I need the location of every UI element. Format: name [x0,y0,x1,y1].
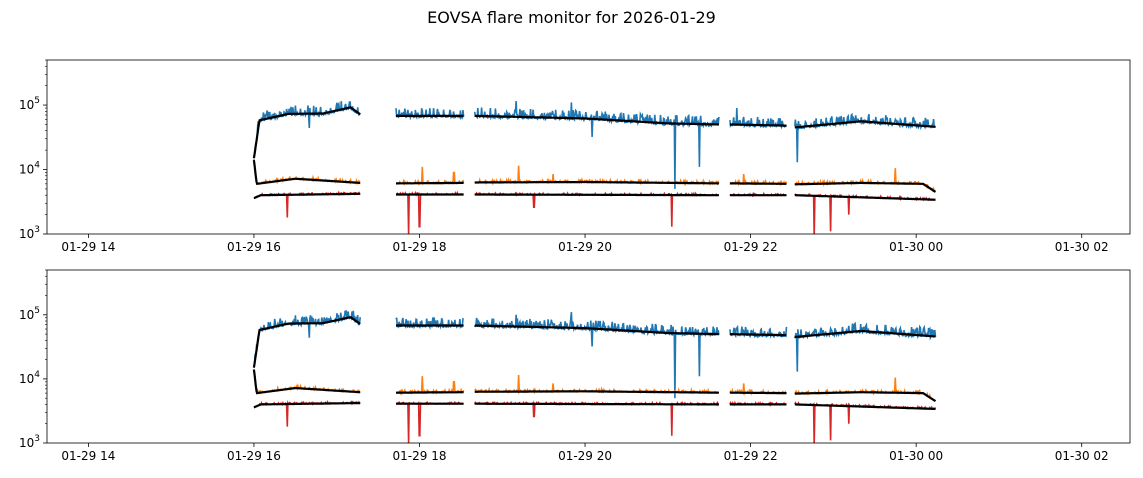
plot-area [252,310,937,443]
series-2-smoothed-segment-2 [396,391,464,394]
series-1-smoothed-segment-1 [252,316,361,368]
x-tick: 01-29 18 [393,234,447,254]
series-3-raw-segment-2 [395,190,464,234]
y-tick: 104 [19,161,47,177]
series-3-smoothed-segment-5 [794,403,936,410]
series-1 [252,310,937,399]
x-tick: 01-29 20 [558,234,612,254]
y-tick-label: 104 [19,161,40,177]
x-tick: 01-29 14 [61,443,115,463]
x-tick-label: 01-30 00 [889,240,943,254]
series-2 [252,158,937,193]
series-3-smoothed-segment-3 [474,402,719,406]
series-2-smoothed-segment-3 [474,180,719,185]
series-1-smoothed-segment-5 [794,329,936,339]
series-2-smoothed-segment-2 [396,181,464,185]
x-tick: 01-29 22 [724,234,778,254]
x-tick: 01-30 00 [889,443,943,463]
series-3-smoothed-segment-3 [474,193,719,197]
axes-frame [46,269,1131,444]
series-2-raw-segment-2 [395,166,465,187]
y-minor-ticks [45,269,47,425]
series-3-raw-segment-5 [794,192,936,234]
series-1-smoothed-segment-3 [474,324,719,336]
x-tick-label: 01-29 20 [558,240,612,254]
figure-title: EOVSA flare monitor for 2026-01-29 [427,8,716,27]
x-tick: 01-29 18 [393,443,447,463]
series-3-raw-segment-2 [396,400,464,443]
series-3-raw-segment-5 [794,401,937,443]
series-3-raw-segment-1 [253,399,361,427]
series-2-raw-segment-5 [794,377,937,402]
x-tick-label: 01-30 02 [1055,449,1109,463]
series-1-raw-segment-3 [473,101,720,189]
y-tick: 103 [19,434,47,450]
x-tick: 01-29 16 [227,443,281,463]
y-tick-label: 105 [19,306,40,322]
plot-area [252,101,937,234]
series-3 [253,190,936,234]
series-2-smoothed-segment-3 [474,390,719,394]
y-tick: 105 [19,306,47,322]
series-3-raw-segment-3 [474,191,720,227]
series-2-raw-segment-2 [396,376,465,396]
series-1-raw-segment-3 [473,312,720,399]
series-2-raw-segment-3 [474,165,720,187]
x-tick-label: 01-30 00 [889,449,943,463]
series-3-smoothed-segment-5 [794,194,936,201]
series-3-raw-segment-3 [473,400,719,436]
series-1-smoothed-segment-3 [474,114,719,126]
x-tick: 01-30 02 [1055,443,1109,463]
y-tick: 103 [19,225,47,241]
series-2-smoothed-segment-5 [794,181,937,193]
y-tick: 105 [19,96,47,112]
series-3 [253,399,937,443]
series-1-smoothed-segment-4 [729,123,787,127]
series-2-smoothed-segment-1 [252,159,361,186]
subplot-2: 01-29 14 01-29 16 01-29 18 01-29 20 01-29 22… [19,269,1131,463]
x-tick: 01-29 16 [227,234,281,254]
x-tick-label: 01-29 16 [227,449,281,463]
series-1-smoothed-segment-5 [794,120,936,129]
x-tick: 01-30 00 [889,234,943,254]
series-1-raw-segment-2 [395,317,464,331]
x-tick-label: 01-29 18 [393,240,447,254]
x-tick-label: 01-29 14 [61,240,115,254]
y-minor-ticks [45,59,47,215]
x-tick-label: 01-29 14 [61,449,115,463]
y-tick: 104 [19,370,47,386]
x-tick-label: 01-29 22 [724,449,778,463]
series-3-smoothed-segment-1 [253,192,361,200]
y-tick-label: 105 [19,96,40,112]
x-tick-label: 01-29 22 [724,240,778,254]
x-tick-label: 01-29 16 [227,240,281,254]
series-2 [252,369,937,403]
y-tick-label: 103 [19,434,40,450]
x-tick: 01-29 22 [724,443,778,463]
axes-frame [46,59,1131,235]
series-1-smoothed-segment-1 [252,106,361,159]
y-tick-label: 103 [19,225,40,241]
series-2-smoothed-segment-5 [794,391,937,403]
x-tick-label: 01-29 18 [393,449,447,463]
x-tick: 01-30 02 [1055,234,1109,254]
series-2-raw-segment-5 [794,168,936,193]
x-tick: 01-29 20 [558,443,612,463]
x-tick-label: 01-30 02 [1055,240,1109,254]
y-tick-label: 104 [19,370,40,386]
series-1 [252,101,937,189]
series-2-smoothed-segment-1 [252,369,361,395]
x-tick-label: 01-29 20 [558,449,612,463]
subplot-1: 01-29 14 01-29 16 01-29 18 01-29 20 01-29 22… [19,59,1131,254]
series-1-smoothed-segment-4 [729,333,787,337]
series-3-raw-segment-1 [253,190,361,218]
x-tick: 01-29 14 [61,234,115,254]
series-3-smoothed-segment-1 [253,402,361,409]
